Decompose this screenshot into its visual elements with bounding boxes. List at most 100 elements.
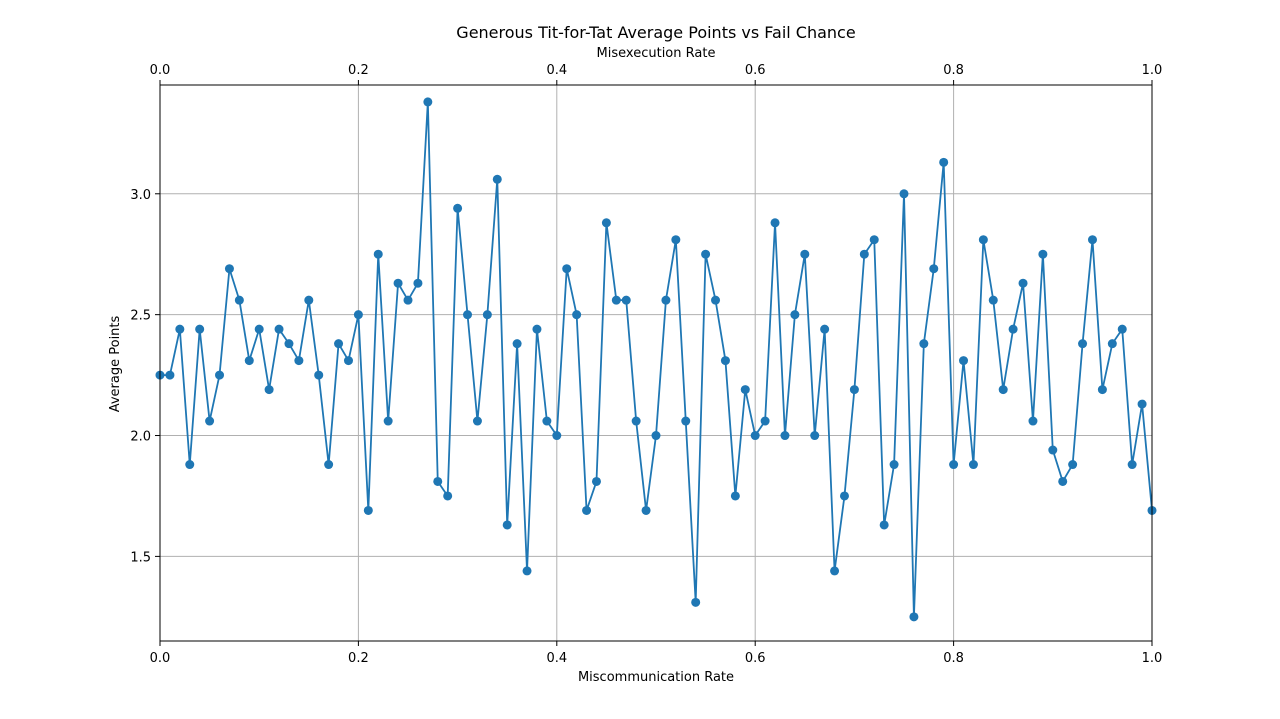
data-point xyxy=(195,324,205,334)
data-point xyxy=(621,295,631,305)
data-point xyxy=(463,310,473,320)
data-point xyxy=(1137,399,1147,409)
data-point xyxy=(334,339,344,349)
data-point xyxy=(453,203,463,213)
data-point xyxy=(720,356,730,366)
data-point xyxy=(1127,460,1137,470)
x2-tick-label: 0.4 xyxy=(546,63,567,78)
data-point xyxy=(423,97,433,107)
data-point xyxy=(988,295,998,305)
data-point xyxy=(919,339,929,349)
data-point xyxy=(1117,324,1127,334)
x-tick-label: 0.4 xyxy=(546,651,567,666)
y-tick-label: 1.5 xyxy=(130,550,151,565)
data-point xyxy=(522,566,532,576)
data-point xyxy=(998,385,1008,395)
data-point xyxy=(1087,235,1097,245)
data-point xyxy=(810,431,820,441)
data-point xyxy=(661,295,671,305)
data-point xyxy=(433,476,443,486)
data-point xyxy=(820,324,830,334)
x2-tick-label: 0.6 xyxy=(745,63,766,78)
data-point xyxy=(413,278,423,288)
plot-frame xyxy=(159,84,1153,642)
data-point xyxy=(215,370,225,380)
x2-tick-label: 1.0 xyxy=(1142,63,1163,78)
data-point xyxy=(701,249,711,259)
x-axis-label: Miscommunication Rate xyxy=(578,670,734,685)
data-point xyxy=(899,189,909,199)
data-point xyxy=(790,310,800,320)
data-point xyxy=(780,431,790,441)
data-point xyxy=(572,310,582,320)
data-point xyxy=(611,295,621,305)
data-point xyxy=(244,356,254,366)
data-point xyxy=(492,174,502,184)
grid xyxy=(159,85,1153,641)
data-point xyxy=(284,339,294,349)
data-point xyxy=(830,566,840,576)
data-point xyxy=(1107,339,1117,349)
data-point xyxy=(353,310,363,320)
data-point xyxy=(582,505,592,515)
x2-axis-label: Misexecution Rate xyxy=(597,46,716,61)
x-tick-label: 0.0 xyxy=(150,651,171,666)
data-point xyxy=(324,460,334,470)
data-point xyxy=(978,235,988,245)
data-point xyxy=(403,295,413,305)
data-point xyxy=(641,505,651,515)
data-point xyxy=(1048,445,1058,455)
data-point xyxy=(393,278,403,288)
data-point xyxy=(959,356,969,366)
data-point xyxy=(591,476,601,486)
data-point xyxy=(314,370,324,380)
data-point xyxy=(800,249,810,259)
data-point xyxy=(502,520,512,530)
data-point xyxy=(1068,460,1078,470)
data-point xyxy=(443,491,453,501)
data-point xyxy=(740,385,750,395)
data-point xyxy=(165,370,175,380)
data-point xyxy=(562,264,572,274)
plot-area xyxy=(155,97,1157,622)
data-point xyxy=(552,431,562,441)
x2-tick-label: 0.2 xyxy=(348,63,369,78)
data-point xyxy=(939,157,949,167)
data-point xyxy=(205,416,215,426)
data-point xyxy=(949,460,959,470)
x-tick-label: 0.6 xyxy=(745,651,766,666)
data-point xyxy=(839,491,849,501)
data-point xyxy=(542,416,552,426)
data-point xyxy=(929,264,939,274)
data-point xyxy=(1078,339,1088,349)
data-point xyxy=(770,218,780,228)
data-point xyxy=(482,310,492,320)
data-point xyxy=(343,356,353,366)
data-point xyxy=(730,491,740,501)
data-point xyxy=(879,520,889,530)
data-point xyxy=(472,416,482,426)
x-tick-label: 0.2 xyxy=(348,651,369,666)
data-point xyxy=(1018,278,1028,288)
x-tick-label: 1.0 xyxy=(1142,651,1163,666)
data-point xyxy=(175,324,185,334)
data-point xyxy=(691,597,701,607)
data-point xyxy=(294,356,304,366)
data-point xyxy=(1058,476,1068,486)
data-point xyxy=(383,416,393,426)
data-point xyxy=(224,264,234,274)
data-point xyxy=(264,385,274,395)
data-point xyxy=(859,249,869,259)
data-point xyxy=(185,460,195,470)
data-point xyxy=(274,324,284,334)
y-tick-label: 2.0 xyxy=(130,430,151,445)
data-point xyxy=(1097,385,1107,395)
data-point xyxy=(254,324,264,334)
x2-tick-label: 0.0 xyxy=(150,63,171,78)
data-point xyxy=(1008,324,1018,334)
data-point xyxy=(234,295,244,305)
data-point xyxy=(968,460,978,470)
x-tick-label: 0.8 xyxy=(943,651,964,666)
data-point xyxy=(1028,416,1038,426)
